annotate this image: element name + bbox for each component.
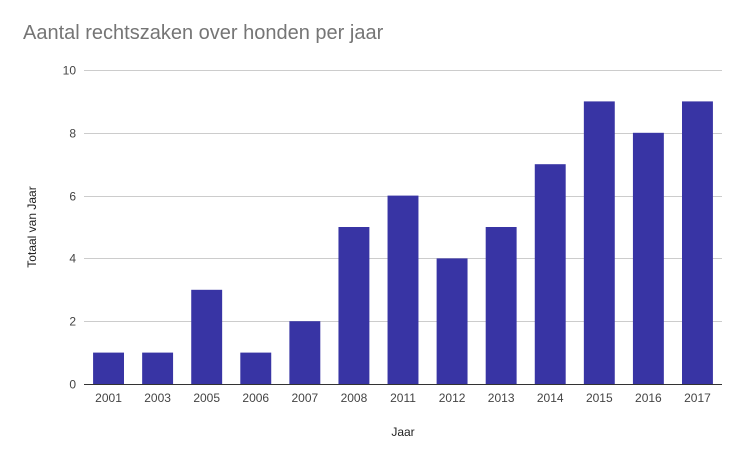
y-tick-label: 6 <box>69 190 76 204</box>
x-tick-label: 2003 <box>144 391 171 405</box>
bar-2012 <box>436 258 468 384</box>
bars <box>93 101 713 385</box>
x-tick-label: 2008 <box>341 391 368 405</box>
x-tick-label: 2001 <box>95 391 122 405</box>
bar-2001 <box>93 352 124 384</box>
x-tick-label: 2011 <box>390 391 416 405</box>
bar-2008 <box>338 227 370 384</box>
x-tick-label: 2015 <box>586 391 613 405</box>
bar-2006 <box>240 352 272 384</box>
y-tick-labels: 0 2 4 6 8 10 <box>63 64 77 392</box>
x-tick-label: 2007 <box>291 391 318 405</box>
y-tick-label: 0 <box>69 378 76 392</box>
bar-2014 <box>534 164 566 384</box>
x-tick-label: 2006 <box>242 391 269 405</box>
bar-2017 <box>682 101 713 385</box>
x-tick-labels: 2001 2003 2005 2006 2007 2008 2011 2012 2013 2014… <box>95 391 711 405</box>
x-tick-label: 2016 <box>635 391 662 405</box>
x-tick-label: 2014 <box>537 391 564 405</box>
y-tick-label: 2 <box>69 315 76 329</box>
bar-2007 <box>289 321 321 384</box>
y-tick-label: 8 <box>69 127 76 141</box>
y-tick-label: 10 <box>63 64 77 78</box>
bar-2015 <box>583 101 615 385</box>
chart-title: Aantal rechtszaken over honden per jaar <box>23 22 384 44</box>
bar-2005 <box>191 289 223 384</box>
bar-2003 <box>142 352 174 384</box>
x-tick-label: 2012 <box>439 391 466 405</box>
x-tick-label: 2013 <box>488 391 515 405</box>
y-tick-label: 4 <box>69 252 76 266</box>
x-tick-label: 2005 <box>193 391 220 405</box>
x-tick-label: 2017 <box>684 391 711 405</box>
bar-2016 <box>632 132 664 384</box>
y-axis-title: Totaal van Jaar <box>25 186 39 267</box>
x-axis-title: Jaar <box>391 425 414 439</box>
bar-2011 <box>387 195 419 384</box>
bar-2013 <box>485 227 517 384</box>
